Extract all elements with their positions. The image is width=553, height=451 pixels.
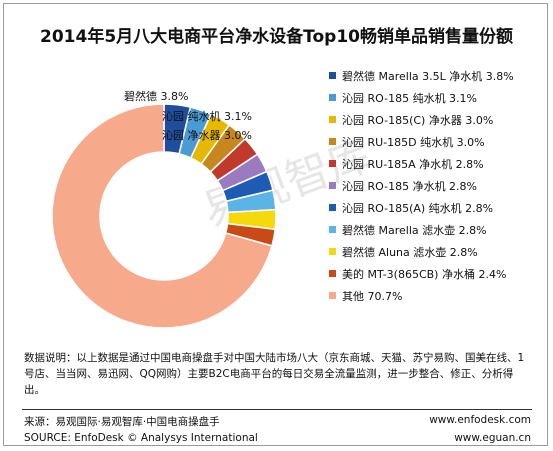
legend-swatch-0 [329, 72, 336, 79]
legend-swatch-5 [329, 182, 336, 189]
legend-item-6: 沁园 RO-185(A) 纯水机 2.8% [329, 200, 547, 222]
footer-url-eguan[interactable]: www.eguan.cn [454, 432, 531, 444]
data-note: 数据说明：以上数据是通过中国电商操盘手对中国大陆市场八大（京东商城、天猫、苏宁易… [24, 352, 525, 396]
legend-swatch-8 [329, 248, 336, 255]
legend-item-4: 沁园 RU-185A 净水机 2.8% [329, 156, 547, 178]
legend-label-4: 沁园 RU-185A 净水机 2.8% [342, 158, 484, 171]
legend-item-9: 美的 MT-3(865CB) 净水桶 2.4% [329, 266, 547, 288]
legend-swatch-3 [329, 138, 336, 145]
legend-swatch-2 [329, 116, 336, 123]
legend-swatch-9 [329, 270, 336, 277]
pie-slice-10 [51, 103, 273, 329]
legend-item-2: 沁园 RO-185(C) 净水器 3.0% [329, 112, 547, 134]
legend-swatch-10 [329, 292, 336, 299]
legend-item-5: 沁园 RO-185 净水机 2.8% [329, 178, 547, 200]
legend-item-10: 其他 70.7% [329, 288, 547, 310]
legend-label-1: 沁园 RO-185 纯水机 3.1% [342, 92, 478, 105]
legend-item-7: 碧然德 Marella 滤水壶 2.8% [329, 222, 547, 244]
legend-item-0: 碧然德 Marella 3.5L 净水机 3.8% [329, 68, 547, 90]
footer-source-en: SOURCE: EnfoDesk © Analysys Internationa… [24, 432, 258, 444]
legend-label-9: 美的 MT-3(865CB) 净水桶 2.4% [342, 268, 507, 281]
footer-url-enfodesk[interactable]: www.enfodesk.com [429, 414, 531, 426]
slice-annotation-0: 碧然德 3.8% [124, 89, 188, 103]
legend-swatch-4 [329, 160, 336, 167]
legend: 碧然德 Marella 3.5L 净水机 3.8% 沁园 RO-185 纯水机 3… [329, 68, 547, 310]
footer-divider [22, 409, 532, 410]
legend-item-3: 沁园 RU-185D 纯水机 3.0% [329, 134, 547, 156]
legend-swatch-1 [329, 94, 336, 101]
legend-swatch-7 [329, 226, 336, 233]
legend-label-8: 碧然德 Aluna 滤水壶 2.8% [342, 246, 478, 259]
legend-label-10: 其他 70.7% [342, 290, 403, 303]
legend-label-7: 碧然德 Marella 滤水壶 2.8% [342, 224, 487, 237]
legend-label-5: 沁园 RO-185 净水机 2.8% [342, 180, 478, 193]
pie-chart: 易观智库 碧然德 3.8%沁园 纯水机 3.1%沁园 净水器 3.0% [51, 89, 379, 329]
legend-label-3: 沁园 RU-185D 纯水机 3.0% [342, 136, 485, 149]
slice-annotation-1: 沁园 纯水机 3.1% [162, 109, 252, 123]
legend-label-0: 碧然德 Marella 3.5L 净水机 3.8% [342, 70, 514, 83]
legend-swatch-6 [329, 204, 336, 211]
legend-label-6: 沁园 RO-185(A) 纯水机 2.8% [342, 202, 494, 215]
footer-source-cn: 来源：易观国际·易观智库·中国电商操盘手 [24, 416, 220, 428]
legend-label-2: 沁园 RO-185(C) 净水器 3.0% [342, 114, 494, 127]
chart-title: 2014年5月八大电商平台净水设备Top10畅销单品销售量份额 [40, 27, 513, 47]
chart-frame: 易观智库 碧然德 3.8% 沁园 纯水机 3.1% 沁园 净水器 3.0% 2014… [3, 3, 548, 446]
slice-annotation-2: 沁园 净水器 3.0% [162, 128, 252, 142]
legend-item-1: 沁园 RO-185 纯水机 3.1% [329, 90, 547, 112]
legend-item-8: 碧然德 Aluna 滤水壶 2.8% [329, 244, 547, 266]
